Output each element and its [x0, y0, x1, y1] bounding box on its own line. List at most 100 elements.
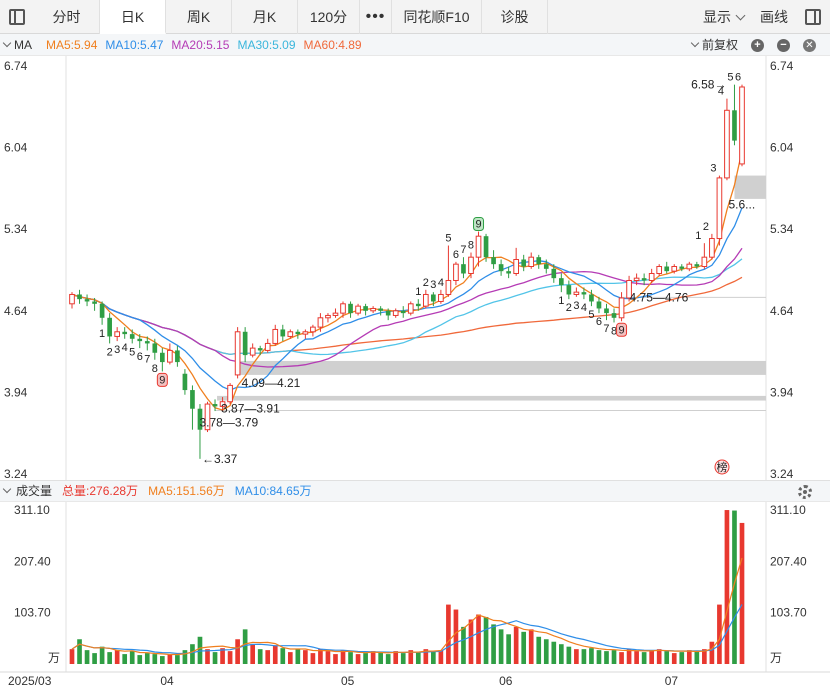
candle-body [468, 256, 474, 274]
volume-bar [287, 652, 293, 664]
volume-bar [619, 652, 624, 664]
volume-bar [355, 654, 361, 664]
tab-120min[interactable]: 120分 [298, 0, 360, 34]
candle-body [219, 401, 226, 407]
price-tick-label-left: 3.94 [4, 385, 28, 399]
sequence-label: 4 [122, 342, 128, 354]
tab-daily-k[interactable]: 日K [100, 0, 166, 34]
volume-bar [107, 652, 112, 664]
candle-body [648, 272, 655, 281]
volume-tick-label-right: 207.40 [770, 554, 807, 568]
volume-bar [182, 650, 188, 664]
gap-zone [239, 360, 766, 375]
sequence-label: 5 [727, 72, 733, 84]
candle-body [234, 331, 241, 376]
sequence-label: 3 [114, 344, 120, 356]
candle-body [144, 341, 150, 344]
candle-body [264, 342, 271, 351]
display-menu[interactable]: 显示 [695, 0, 752, 34]
volume-bar [528, 629, 534, 664]
sequence-label: 3 [573, 300, 579, 312]
zoom-out-icon[interactable]: − [777, 38, 790, 52]
volume-bar [641, 652, 647, 664]
candle-body [431, 294, 436, 302]
sequence-label: 7 [460, 244, 466, 256]
volume-bar [634, 651, 639, 664]
candle-body [77, 294, 82, 300]
price-tick-label-right: 6.74 [770, 59, 794, 73]
candle-body [664, 266, 670, 272]
date-label: 04 [160, 674, 174, 688]
candle-body [483, 236, 489, 258]
volume-bar [551, 641, 557, 664]
volume-bar [310, 653, 316, 664]
volume-bar [160, 656, 165, 664]
volume-bar [378, 652, 383, 664]
f10-button[interactable]: 同花顺F10 [392, 0, 482, 34]
collapse-left-icon[interactable] [0, 0, 34, 34]
volume-bar [212, 652, 218, 664]
sequence-label: 3 [710, 163, 716, 175]
candle-body [618, 297, 625, 319]
volume-bar [197, 636, 203, 664]
gear-icon[interactable] [798, 485, 812, 499]
sequence-label: 1 [415, 286, 421, 298]
candle-body [182, 373, 188, 391]
ma10-label: MA10:5.47 [105, 37, 164, 52]
zoom-in-icon[interactable]: + [751, 38, 764, 52]
candle-body [498, 264, 504, 272]
candle-body [701, 256, 708, 268]
close-icon[interactable]: ✕ [803, 38, 816, 52]
sequence-label: 9 [618, 324, 624, 336]
volume-bar [596, 650, 602, 664]
adjust-select[interactable]: 前复权 [701, 38, 738, 52]
candle-body [227, 384, 233, 403]
candle-body [521, 259, 527, 267]
volume-bar [280, 648, 286, 664]
volume-bar [265, 650, 271, 664]
volume-bar [498, 629, 504, 664]
volume-ma10: MA10:84.65万 [234, 484, 312, 498]
candle-body [385, 310, 391, 316]
tab-intraday[interactable]: 分时 [34, 0, 100, 34]
gap-annotation-476: 4.75—4.76 [630, 290, 689, 304]
volume-title[interactable]: 成交量 [16, 484, 53, 498]
volume-bar [325, 651, 331, 664]
candle-body [325, 314, 331, 319]
candle-body [656, 266, 663, 274]
price-tick-label-right: 3.24 [770, 467, 794, 481]
volume-bar [295, 649, 301, 664]
candle-body [415, 303, 421, 307]
volume-tick-label-right: 103.70 [770, 606, 807, 620]
sequence-label: 6 [453, 249, 459, 261]
rank-badge-icon [714, 459, 730, 475]
indicator-title[interactable]: MA [14, 37, 32, 52]
diagnose-button[interactable]: 诊股 [482, 0, 548, 34]
volume-bar [235, 639, 240, 664]
candle-body [739, 86, 745, 165]
price-tick-label-left: 6.04 [4, 141, 28, 155]
volume-bar [446, 604, 451, 664]
more-icon[interactable]: ••• [360, 0, 392, 34]
sequence-label: 3 [430, 279, 436, 291]
draw-line-button[interactable]: 画线 [760, 8, 788, 25]
volume-bar [77, 639, 82, 664]
volume-tick-label-left: 311.10 [14, 503, 50, 517]
sequence-label: 2 [107, 346, 113, 358]
ma30-line [71, 258, 743, 356]
candle-body [724, 109, 730, 179]
collapse-right-icon[interactable] [796, 0, 830, 34]
candle-body [694, 264, 700, 267]
tab-monthly-k[interactable]: 月K [232, 0, 298, 34]
gap-zone [734, 175, 766, 199]
candle-body [392, 310, 399, 316]
sequence-label: 4 [718, 86, 724, 98]
nine-badge [156, 372, 168, 387]
toolbar: 分时 日K 周K 月K 120分 ••• 同花顺F10 诊股 显示 画线 [0, 0, 830, 34]
date-label: 05 [341, 674, 355, 688]
candle-body [122, 331, 128, 335]
sequence-label: 7 [144, 353, 150, 365]
tab-weekly-k[interactable]: 周K [166, 0, 232, 34]
